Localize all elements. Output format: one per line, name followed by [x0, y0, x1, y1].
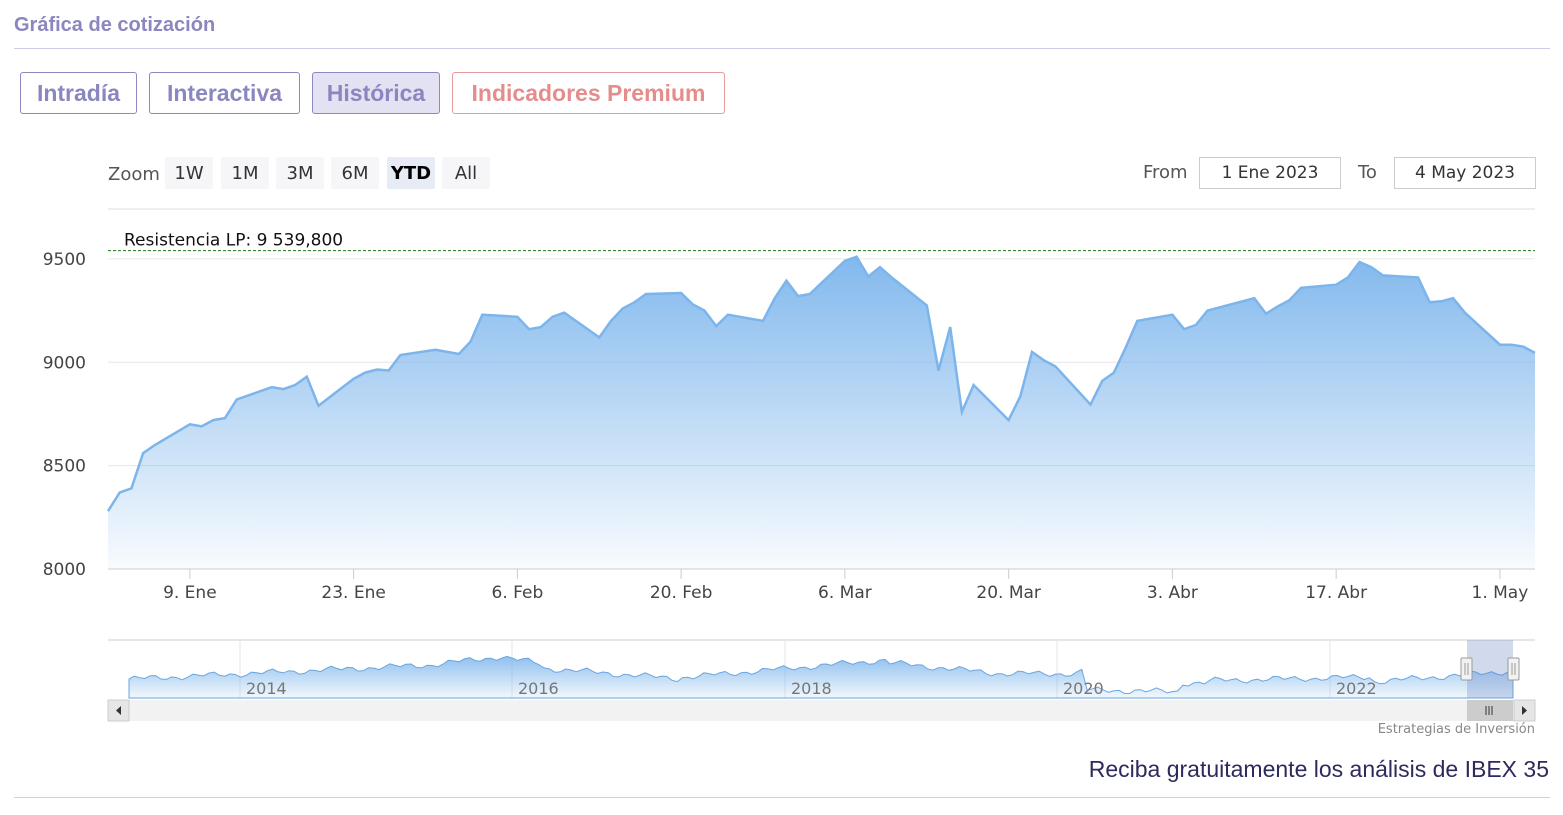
- from-label: From: [1143, 162, 1188, 183]
- x-tick-label: 9. Ene: [163, 583, 217, 603]
- navigator-right-handle[interactable]: [1507, 657, 1520, 681]
- to-label: To: [1358, 162, 1377, 183]
- x-tick-label: 1. May: [1472, 583, 1529, 603]
- tab-intradia[interactable]: Intradía: [20, 72, 137, 114]
- x-tick-label: 17. Abr: [1305, 583, 1367, 603]
- footer-divider: [14, 797, 1550, 798]
- navigator-year-label: 2022: [1336, 679, 1377, 698]
- zoom-ytd-button[interactable]: YTD: [387, 157, 435, 189]
- resistance-label: Resistencia LP: 9 539,800: [124, 231, 343, 251]
- x-tick-label: 6. Mar: [818, 583, 872, 603]
- zoom-all-button[interactable]: All: [442, 157, 490, 189]
- x-tick-label: 6. Feb: [492, 583, 544, 603]
- zoom-6m-button[interactable]: 6M: [331, 157, 379, 189]
- x-tick-label: 23. Ene: [321, 583, 385, 603]
- section-title: Gráfica de cotización: [14, 14, 216, 36]
- navigator-year-label: 2018: [791, 679, 832, 698]
- scrollbar-track[interactable]: [108, 700, 1535, 721]
- arrow-left-icon: [116, 706, 121, 715]
- navigator-year-label: 2016: [518, 679, 559, 698]
- from-date-input[interactable]: 1 Ene 2023: [1199, 157, 1341, 189]
- zoom-1w-button[interactable]: 1W: [165, 157, 213, 189]
- zoom-1m-button[interactable]: 1M: [221, 157, 269, 189]
- navigator[interactable]: 2014 2016 2018 2020 2022: [108, 639, 1535, 699]
- y-tick-label: 8000: [43, 560, 86, 580]
- tab-interactiva[interactable]: Interactiva: [149, 72, 300, 114]
- title-divider: [14, 48, 1550, 49]
- zoom-3m-button[interactable]: 3M: [276, 157, 324, 189]
- y-tick-label: 8500: [43, 457, 86, 477]
- to-date-input[interactable]: 4 May 2023: [1394, 157, 1536, 189]
- y-tick-label: 9000: [43, 353, 86, 373]
- x-tick-label: 20. Mar: [976, 583, 1041, 603]
- navigator-year-label: 2014: [246, 679, 287, 698]
- zoom-label: Zoom: [108, 164, 160, 185]
- tab-historica[interactable]: Histórica: [312, 72, 440, 114]
- x-tick-label: 3. Abr: [1147, 583, 1198, 603]
- arrow-right-icon: [1522, 706, 1527, 715]
- navigator-selection[interactable]: [1467, 640, 1513, 698]
- navigator-series: [128, 655, 1514, 699]
- chart-credits[interactable]: Estrategias de Inversión: [1377, 722, 1535, 737]
- x-axis: 9. Ene 23. Ene 6. Feb 20. Feb 6. Mar 20. Mar 3…: [163, 569, 1528, 603]
- y-tick-label: 9500: [43, 250, 86, 270]
- y-axis: 8000 8500 9000 9500: [43, 250, 86, 580]
- scrollbar-thumb[interactable]: [1467, 700, 1513, 721]
- x-tick-label: 20. Feb: [650, 583, 713, 603]
- series-area: [108, 256, 1535, 569]
- navigator-left-handle[interactable]: [1460, 657, 1473, 681]
- subscribe-link[interactable]: Reciba gratuitamente los análisis de IBE…: [1088, 756, 1549, 782]
- series-line[interactable]: [106, 255, 1536, 512]
- navigator-year-label: 2020: [1063, 679, 1104, 698]
- scrollbar[interactable]: [107, 699, 1536, 722]
- tab-indicadores-premium[interactable]: Indicadores Premium: [452, 72, 725, 114]
